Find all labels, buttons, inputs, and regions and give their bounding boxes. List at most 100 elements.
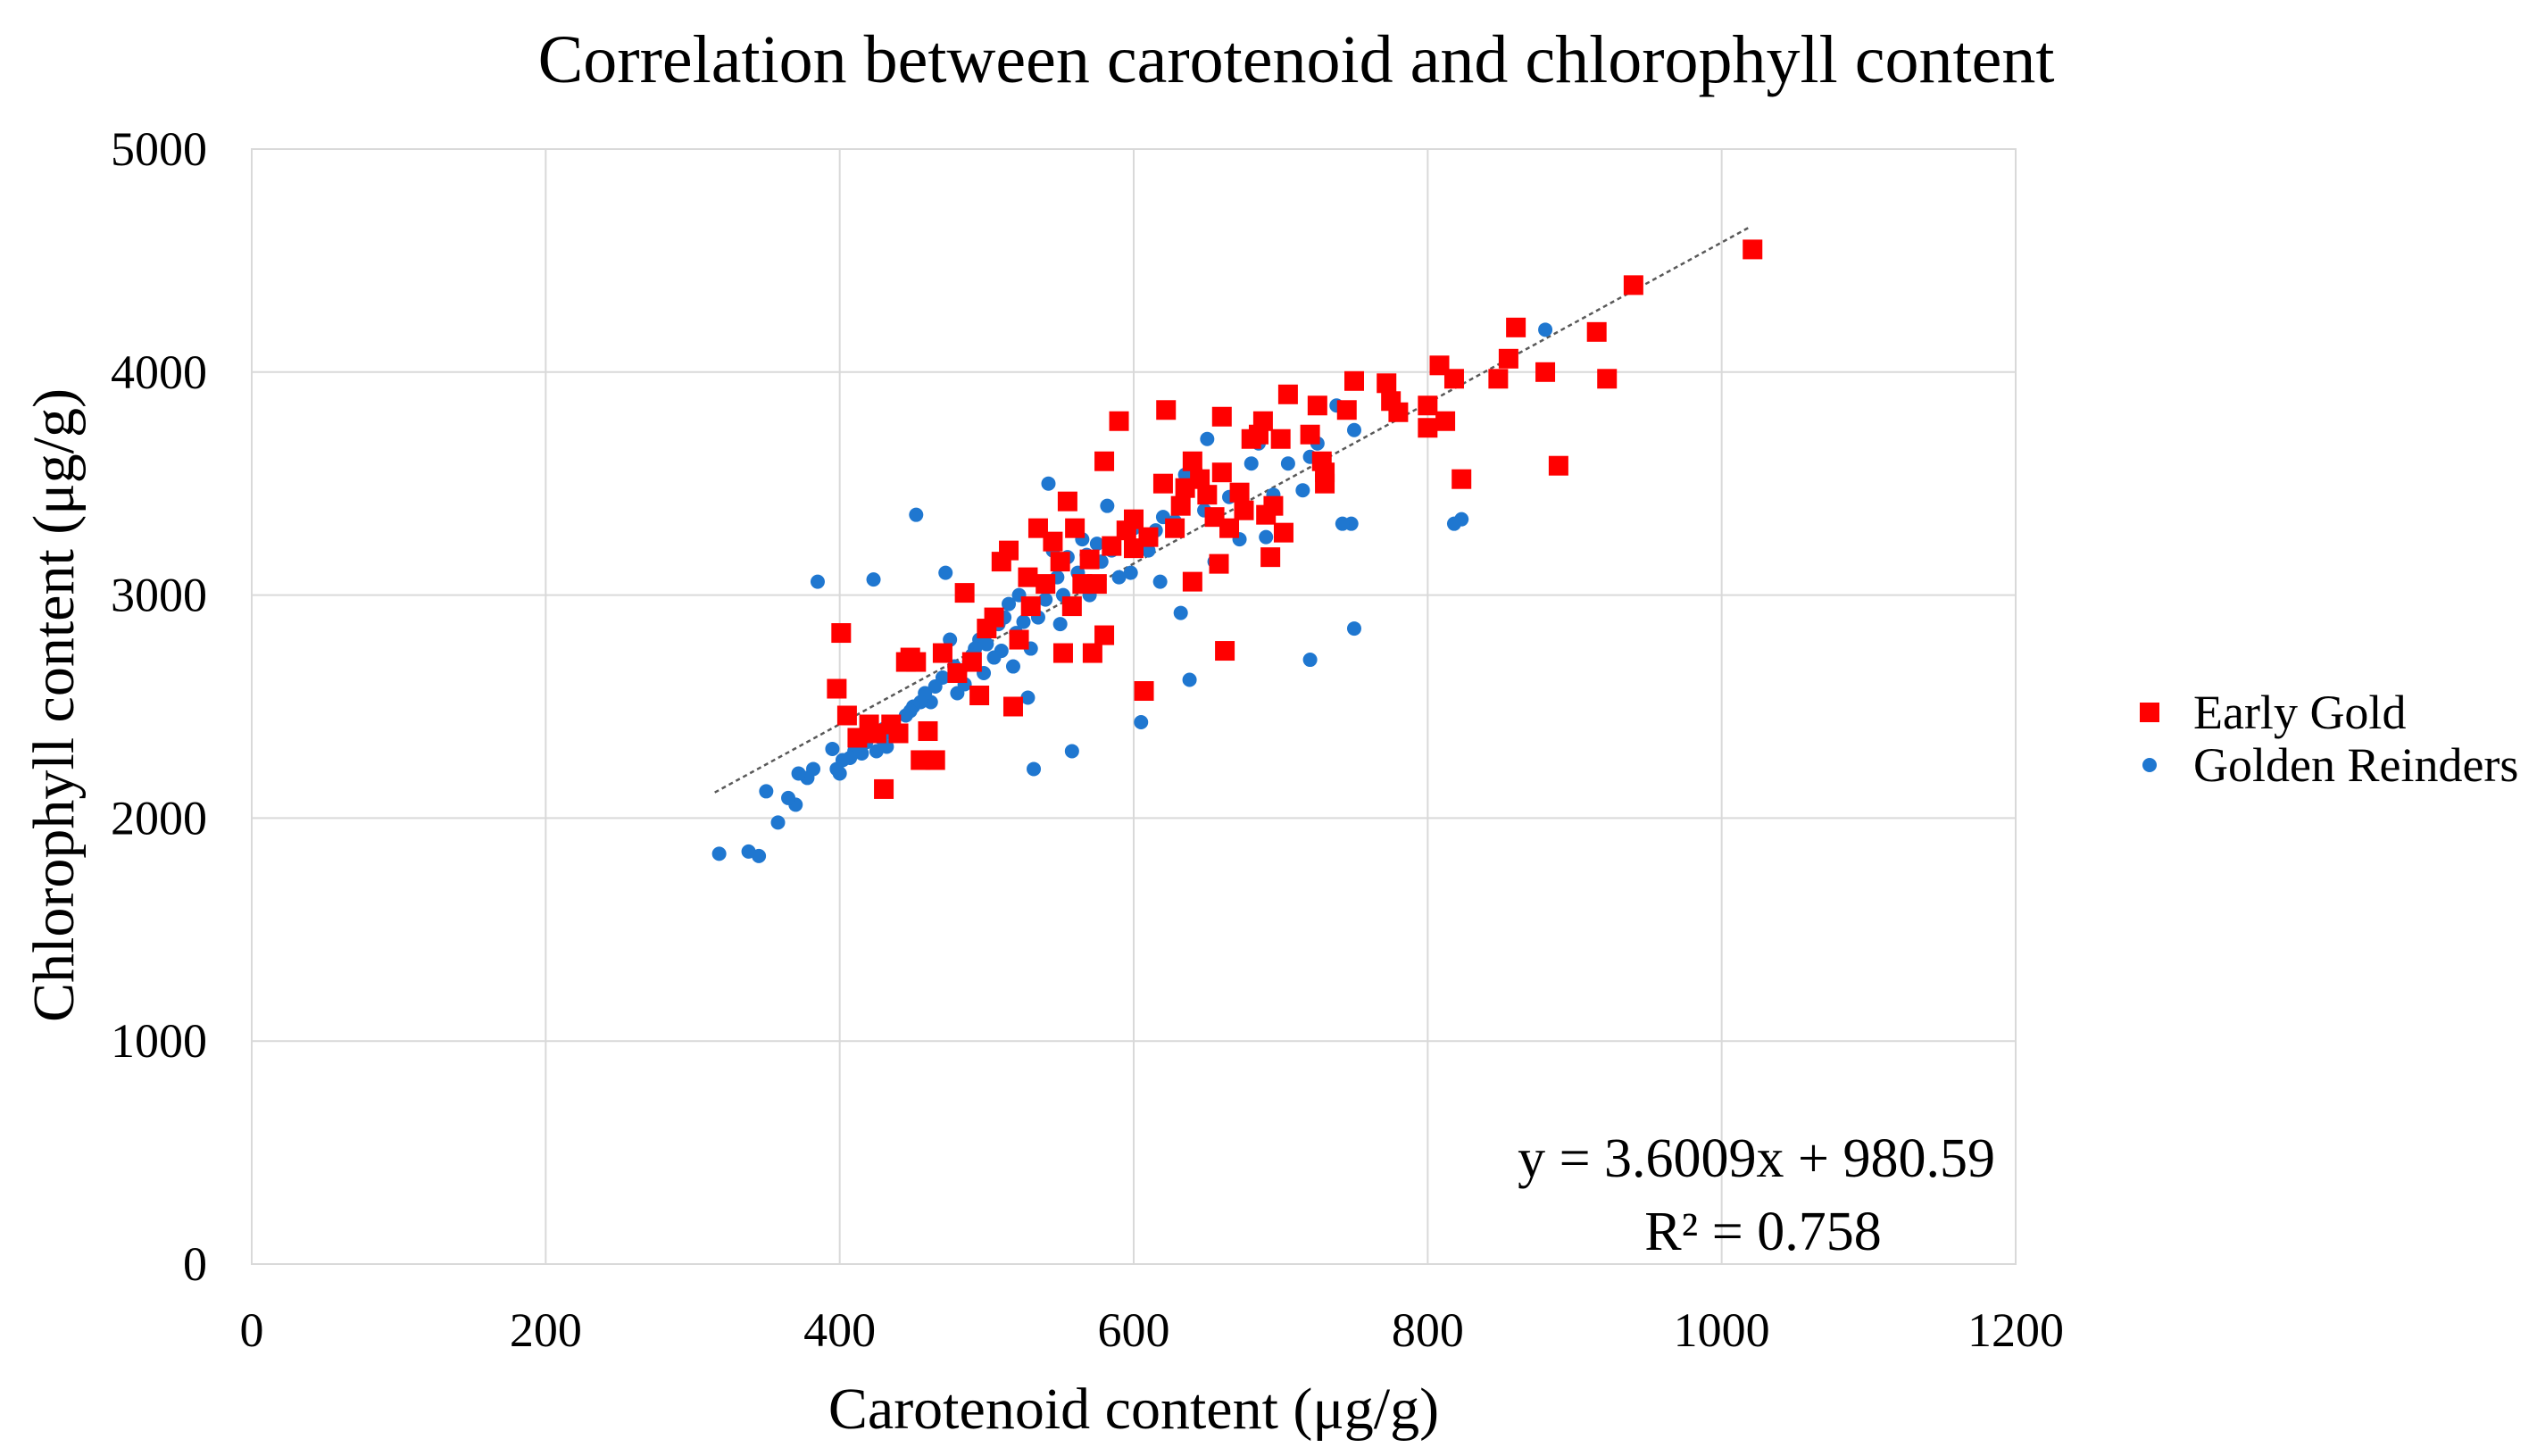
point-golden-reinders — [869, 744, 884, 759]
point-early-gold — [1273, 522, 1293, 543]
point-early-gold — [1211, 406, 1232, 427]
point-golden-reinders — [1295, 483, 1310, 498]
point-golden-reinders — [1005, 659, 1020, 674]
point-early-gold — [1488, 369, 1509, 389]
trend-line — [714, 225, 1752, 794]
point-golden-reinders — [1302, 653, 1318, 668]
point-golden-reinders — [950, 686, 965, 701]
y-axis-ticks: 0 1000 2000 3000 4000 5000 — [111, 122, 207, 1291]
point-early-gold — [1204, 507, 1225, 528]
x-tick-label: 0 — [240, 1303, 264, 1357]
y-tick-label: 5000 — [111, 122, 207, 176]
point-early-gold — [1260, 547, 1281, 568]
point-early-gold — [1256, 504, 1277, 525]
point-golden-reinders — [1446, 516, 1461, 531]
point-golden-reinders — [1152, 574, 1168, 589]
point-golden-reinders — [1123, 565, 1138, 580]
point-early-gold — [1109, 411, 1129, 431]
point-golden-reinders — [866, 572, 881, 587]
point-early-gold — [1182, 571, 1202, 592]
point-early-gold — [1094, 625, 1115, 645]
point-golden-reinders — [1200, 431, 1215, 446]
legend-label-golden-reinders: Golden Reinders — [2193, 738, 2518, 792]
point-early-gold — [1548, 455, 1568, 476]
point-early-gold — [1277, 384, 1298, 404]
point-early-gold — [1057, 491, 1077, 512]
point-early-gold — [1623, 275, 1643, 295]
legend-marker-golden-reinders — [2142, 758, 2157, 772]
point-early-gold — [1418, 395, 1438, 416]
point-early-gold — [1229, 482, 1250, 503]
point-early-gold — [1270, 428, 1291, 449]
point-golden-reinders — [927, 679, 943, 695]
point-early-gold — [874, 778, 894, 799]
point-early-gold — [1082, 643, 1102, 663]
point-golden-reinders — [1134, 714, 1149, 729]
point-early-gold — [1344, 370, 1364, 391]
point-golden-reinders — [1538, 322, 1553, 337]
point-golden-reinders — [986, 650, 1002, 665]
legend: Early Gold Golden Reinders — [2140, 686, 2518, 792]
trendline-equation: y = 3.6009x + 980.59 — [1518, 1128, 1995, 1189]
point-early-gold — [932, 643, 952, 663]
x-tick-label: 400 — [803, 1303, 876, 1357]
plot-area-border — [251, 148, 2017, 1265]
point-early-gold — [1072, 574, 1093, 595]
point-golden-reinders — [810, 574, 825, 589]
point-early-gold — [1152, 473, 1173, 494]
point-early-gold — [1451, 469, 1472, 489]
point-early-gold — [1050, 552, 1070, 572]
point-early-gold — [827, 678, 847, 699]
point-early-gold — [1211, 462, 1232, 483]
y-tick-label: 1000 — [111, 1014, 207, 1068]
point-early-gold — [1307, 395, 1327, 416]
point-golden-reinders — [1347, 621, 1361, 636]
point-golden-reinders — [1259, 529, 1274, 545]
point-golden-reinders — [1038, 592, 1053, 607]
x-tick-label: 600 — [1098, 1303, 1170, 1357]
x-tick-label: 1200 — [1967, 1303, 2064, 1357]
point-early-gold — [1209, 553, 1229, 574]
y-axis-label: Chlorophyll content (μg/g) — [21, 388, 87, 1022]
point-golden-reinders — [1100, 498, 1115, 513]
point-golden-reinders — [1111, 570, 1127, 585]
point-early-gold — [1597, 369, 1618, 389]
series-early-gold — [827, 239, 1763, 799]
point-early-gold — [1175, 478, 1195, 498]
x-axis-ticks: 0 200 400 600 800 1000 1200 — [240, 1303, 2065, 1357]
point-golden-reinders — [1052, 617, 1068, 632]
point-golden-reinders — [898, 708, 913, 723]
point-golden-reinders — [1041, 476, 1056, 491]
point-early-gold — [1065, 518, 1086, 538]
point-early-gold — [947, 663, 968, 684]
point-early-gold — [1116, 520, 1136, 541]
x-axis-label: Carotenoid content (μg/g) — [828, 1377, 1439, 1442]
point-early-gold — [1743, 239, 1763, 260]
point-early-gold — [1197, 485, 1218, 505]
point-golden-reinders — [759, 784, 774, 799]
point-early-gold — [1052, 643, 1073, 663]
point-golden-reinders — [1280, 456, 1295, 471]
y-tick-label: 0 — [183, 1237, 207, 1291]
point-golden-reinders — [711, 846, 727, 861]
y-tick-label: 4000 — [111, 345, 207, 399]
y-tick-label: 2000 — [111, 791, 207, 844]
point-golden-reinders — [938, 565, 953, 580]
point-early-gold — [847, 728, 868, 748]
point-early-gold — [1002, 696, 1023, 717]
y-tick-label: 3000 — [111, 569, 207, 622]
point-golden-reinders — [741, 844, 756, 859]
x-tick-label: 800 — [1392, 1303, 1464, 1357]
point-early-gold — [1435, 411, 1456, 431]
legend-label-early-gold: Early Gold — [2193, 686, 2406, 739]
point-golden-reinders — [791, 766, 806, 781]
point-golden-reinders — [1089, 537, 1104, 552]
point-early-gold — [1182, 451, 1202, 471]
point-early-gold — [991, 552, 1011, 572]
point-early-gold — [1215, 641, 1235, 661]
point-golden-reinders — [1173, 605, 1188, 620]
point-golden-reinders — [1064, 744, 1079, 759]
point-early-gold — [895, 652, 916, 672]
point-golden-reinders — [1182, 672, 1197, 687]
